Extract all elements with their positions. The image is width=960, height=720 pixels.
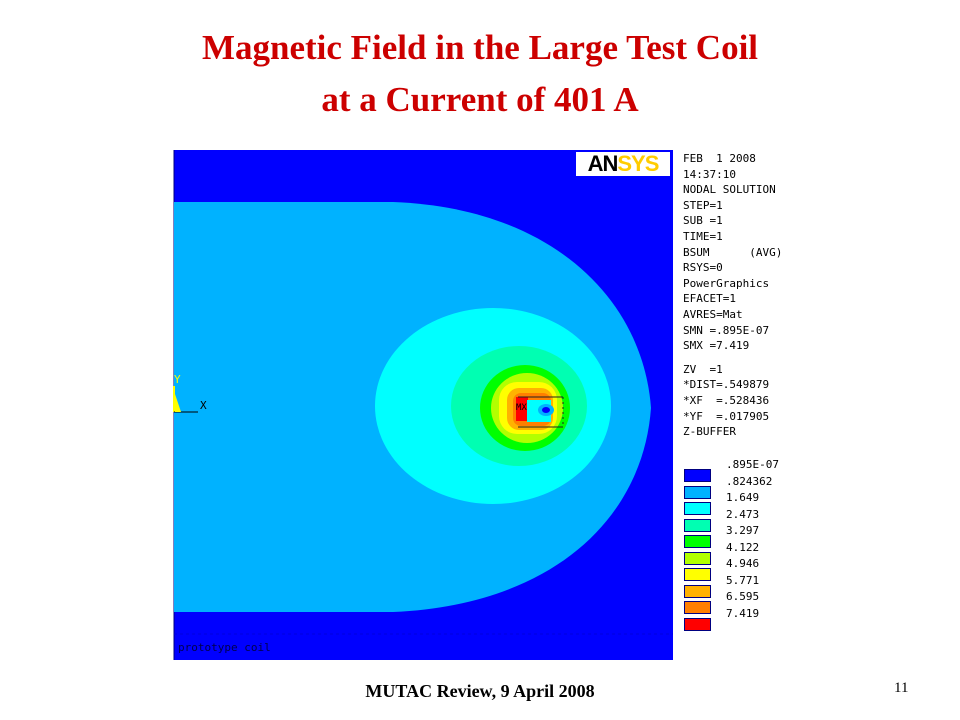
- axis-y-label: Y: [174, 373, 181, 386]
- contour-band-max: [516, 397, 528, 421]
- slide-footer: MUTAC Review, 9 April 2008: [365, 681, 595, 701]
- legend-value: .824362: [726, 474, 773, 488]
- info-line: RSYS=0: [683, 261, 723, 275]
- legend-value: 5.771: [726, 573, 760, 587]
- legend-swatch: [684, 518, 711, 532]
- legend-swatch: [684, 551, 711, 565]
- view-line: *DIST=.549879: [683, 378, 770, 392]
- legend-swatch: [684, 584, 711, 598]
- info-line: BSUM (AVG): [683, 245, 783, 259]
- legend-swatch: [684, 601, 711, 614]
- axis-x-label: X: [200, 399, 207, 412]
- plot-caption: prototype coil: [178, 641, 271, 654]
- title-line-1: Magnetic Field in the Large Test Coil: [201, 28, 759, 67]
- info-lines: FEB 1 2008 14:37:10 NODAL SOLUTION STEP=1 SU…: [683, 151, 782, 354]
- info-line: 14:37:10: [683, 167, 736, 181]
- legend-value: .895E-07: [726, 458, 779, 471]
- legend-swatch: [684, 617, 711, 631]
- legend-swatch: [684, 469, 711, 482]
- legend-value: 3.297: [726, 524, 760, 537]
- info-line: FEB 1 2008: [683, 152, 756, 165]
- legend-value: 6.595: [726, 590, 760, 603]
- view-line: Z-BUFFER: [683, 425, 736, 439]
- legend-swatch: [684, 568, 711, 581]
- legend-swatch: [684, 485, 711, 499]
- view-line: *YF =.017905: [683, 409, 770, 423]
- info-line: STEP=1: [683, 198, 723, 212]
- ansys-logo: ANSYS: [576, 152, 670, 176]
- page-number: 11: [894, 680, 909, 696]
- legend-value: 1.649: [726, 491, 760, 504]
- info-line: SMN =.895E-07: [683, 323, 770, 337]
- legend-swatch: [684, 535, 711, 548]
- field-contour-plot: MX: [163, 150, 673, 660]
- legend-swatch: [684, 502, 711, 515]
- contour-svg: MX: [163, 150, 673, 660]
- legend-value: 4.946: [726, 557, 760, 570]
- plot-left-border: [163, 150, 174, 660]
- title-line-2: at a Current of 401 A: [321, 80, 639, 119]
- info-line: AVRES=Mat: [683, 307, 743, 321]
- info-line: PowerGraphics: [683, 276, 770, 290]
- info-line: SUB =1: [683, 214, 723, 228]
- max-marker-label: MX: [516, 403, 527, 413]
- solution-info-panel: FEB 1 2008 14:37:10 NODAL SOLUTION STEP=1 SU…: [683, 151, 782, 440]
- view-line: ZV =1: [683, 362, 723, 376]
- info-line: SMX =7.419: [683, 339, 750, 353]
- slide-title: Magnetic Field in the Large Test Coil at…: [0, 22, 960, 126]
- info-line: EFACET=1: [683, 292, 736, 306]
- view-lines: ZV =1 *DIST=.549879 *XF =.528436 *YF =.0179…: [683, 362, 782, 440]
- legend-value: 7.419: [726, 606, 760, 620]
- logo-sys: SYS: [617, 151, 659, 176]
- legend-value: 4.122: [726, 540, 760, 554]
- info-line: TIME=1: [683, 229, 723, 243]
- legend-value: 2.473: [726, 507, 760, 521]
- logo-an: AN: [587, 151, 619, 176]
- info-line: NODAL SOLUTION: [683, 183, 776, 197]
- view-line: *XF =.528436: [683, 393, 770, 407]
